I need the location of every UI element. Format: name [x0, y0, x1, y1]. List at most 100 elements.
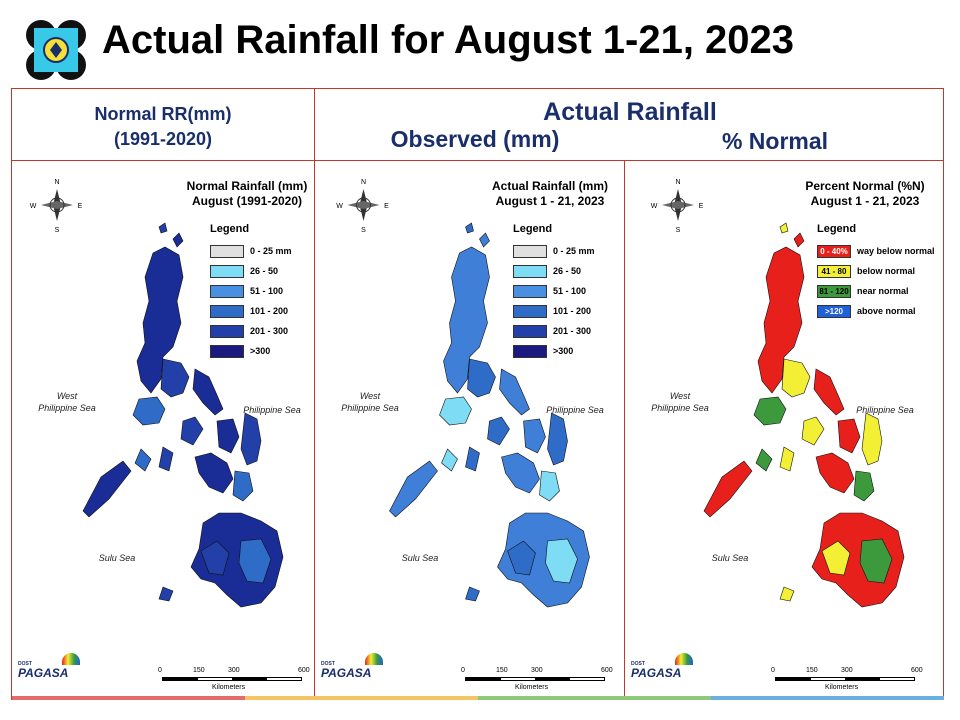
legend-label: 0 - 25 mm	[553, 246, 595, 256]
map-title-line1: Normal Rainfall (mm)	[186, 179, 308, 193]
scale-unit: Kilometers	[515, 684, 549, 691]
legend-item: 0 - 25 mm	[210, 241, 292, 261]
legend-item: >300	[210, 341, 292, 361]
map-region-3-16	[779, 586, 795, 602]
map-region-3-11	[755, 448, 773, 472]
compass-n-label: N	[361, 179, 366, 186]
scale-bar: 0 150 300 600 Kilometers	[461, 667, 613, 693]
scale-tick-label: 300	[531, 667, 543, 674]
map-svg-2: N S E W	[336, 179, 590, 608]
map-region-2-6	[523, 418, 546, 454]
scale-bar: 0 150 300 600 Kilometers	[158, 667, 310, 693]
compass-n-label: N	[54, 179, 59, 186]
map-region-1-1	[136, 246, 184, 394]
compass-w-label: W	[30, 203, 37, 210]
legend-swatch	[513, 264, 547, 278]
scale-segment	[232, 678, 267, 680]
legend-swatch	[513, 304, 547, 318]
map-region-3-9	[853, 470, 875, 502]
map-region-1-2	[160, 358, 190, 398]
sea-label-west-ps: Philippine Sea	[651, 403, 709, 413]
map-region-2-11	[441, 448, 458, 472]
footer-stripe	[12, 696, 944, 700]
legend-swatch	[210, 244, 244, 258]
map-svg-3: N S E W	[651, 179, 905, 608]
scale-segment	[776, 678, 811, 680]
map-region-1-17	[172, 232, 184, 248]
brand-dost: DOST	[18, 661, 32, 667]
page-title: Actual Rainfall for August 1-21, 2023	[102, 18, 795, 62]
map-region-2-2	[467, 358, 496, 398]
map-region-1-10	[158, 446, 174, 472]
scale-tick-label: 600	[601, 667, 613, 674]
legend-item: 201 - 300	[210, 321, 292, 341]
legend-swatch	[210, 344, 244, 358]
map-title-line2: August (1991-2020)	[191, 194, 303, 208]
legend-label: way below normal	[857, 246, 935, 256]
map-region-3-7	[861, 412, 883, 466]
map-region-1-12	[82, 460, 132, 518]
scale-segment	[845, 678, 880, 680]
legend-swatch: 81 - 120	[817, 284, 851, 298]
scale-tick-label: 0	[158, 667, 162, 674]
scale-segment	[879, 678, 914, 680]
legend-label: 101 - 200	[553, 306, 592, 316]
legend-swatch: >120	[817, 304, 851, 318]
map-region-1-9	[232, 470, 254, 502]
map-region-2-14	[507, 540, 536, 576]
map-region-2-12	[389, 460, 438, 518]
map-region-1-13	[190, 512, 284, 608]
legend-title: Legend	[210, 223, 250, 235]
map-title-line1: Actual Rainfall (mm)	[491, 179, 608, 193]
sea-label-philippine: Philippine Sea	[856, 405, 914, 415]
pagasa-brand: DOST PAGASA	[631, 653, 693, 689]
map-region-2-18	[465, 222, 474, 234]
map-region-3-3	[813, 368, 845, 416]
compass-s-label: S	[361, 227, 366, 234]
legend-swatch	[210, 264, 244, 278]
sea-label-west: West	[359, 391, 381, 401]
map-region-3-14	[821, 540, 851, 576]
map-region-1-8	[194, 452, 234, 494]
compass-e-label: E	[699, 203, 704, 210]
sea-label-sulu: Sulu Sea	[401, 553, 439, 563]
legend-item: 26 - 50	[513, 261, 595, 281]
legend-item: 101 - 200	[513, 301, 595, 321]
legend-item: 201 - 300	[513, 321, 595, 341]
legend-item: 41 - 80 below normal	[817, 261, 935, 281]
legend-swatch	[513, 244, 547, 258]
legend-item: >120 above normal	[817, 301, 935, 321]
pagasa-brand: DOST PAGASA	[18, 653, 80, 689]
map-region-1-5	[180, 416, 204, 446]
legend-item: 51 - 100	[513, 281, 595, 301]
scale-tick-label: 300	[841, 667, 853, 674]
scale-segment	[810, 678, 845, 680]
map-region-1-18	[158, 222, 168, 234]
map-region-3-6	[837, 418, 861, 454]
legend-label: 201 - 300	[553, 326, 592, 336]
compass-s-label: S	[676, 227, 681, 234]
pagasa-logo	[24, 18, 88, 82]
legend: 0 - 40% way below normal 41 - 80 below norm…	[817, 241, 935, 321]
pagasa-brand: DOST PAGASA	[321, 653, 383, 689]
legend-label: >300	[553, 346, 574, 356]
map-region-3-2	[781, 358, 811, 398]
compass-w-label: W	[651, 203, 658, 210]
map-region-1-11	[134, 448, 152, 472]
map-region-2-10	[465, 446, 480, 472]
scale-tick-label: 300	[228, 667, 240, 674]
footer-stripe-segment	[478, 696, 711, 700]
brand-name: PAGASA	[321, 666, 372, 680]
scale-segment	[500, 678, 535, 680]
scale-tick-label: 150	[806, 667, 818, 674]
scale-segment	[197, 678, 232, 680]
header-actual-rainfall: Actual Rainfall	[543, 98, 717, 126]
legend-swatch	[513, 284, 547, 298]
footer-stripe-segment	[12, 696, 245, 700]
compass-n-label: N	[675, 179, 680, 186]
map-region-1-6	[216, 418, 240, 454]
legend-title: Legend	[817, 223, 857, 235]
legend-label: above normal	[857, 306, 916, 316]
map-region-2-8	[501, 452, 540, 494]
scale-tick-label: 600	[298, 667, 310, 674]
